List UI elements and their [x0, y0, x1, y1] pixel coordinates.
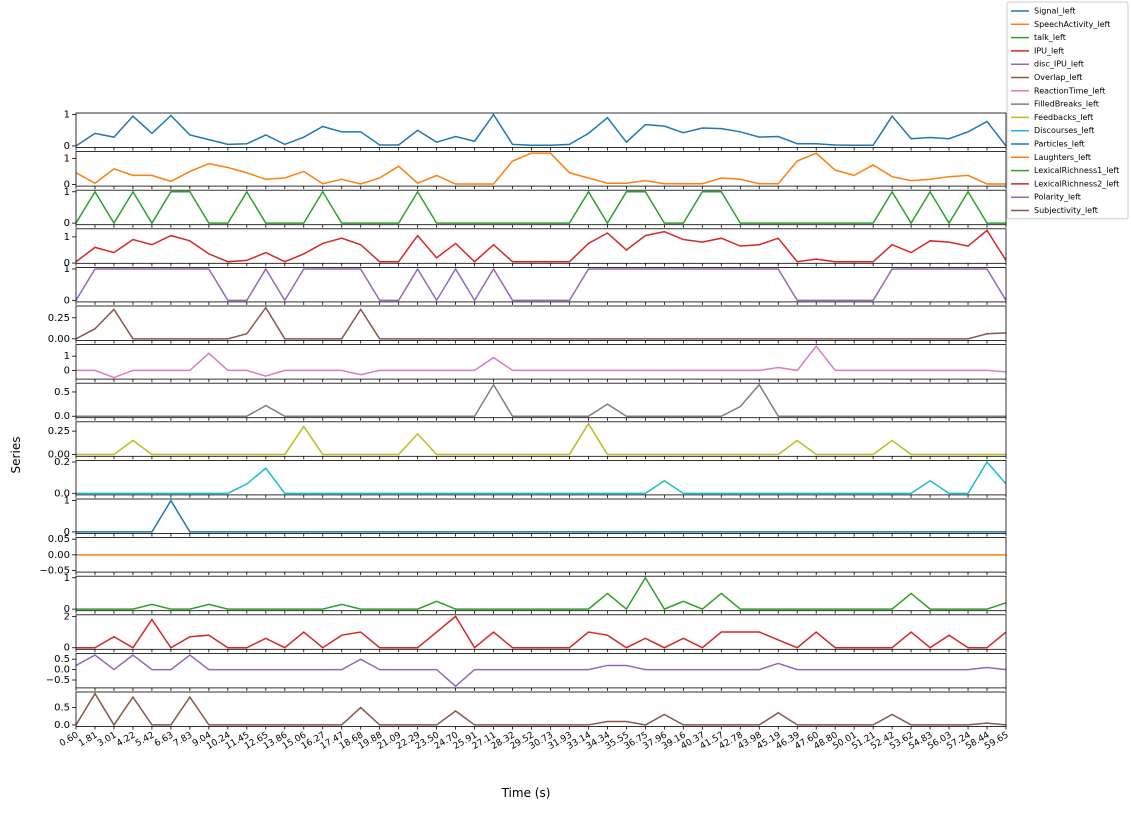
series-line	[76, 383, 1006, 417]
y-tick-label: 0	[64, 604, 70, 615]
panel-frame	[75, 691, 1007, 727]
legend-label: ReactionTime_left	[1034, 86, 1105, 95]
y-tick-label: 0.0	[54, 720, 70, 731]
y-tick-label: 0.25	[48, 426, 70, 437]
y-tick-label: 1	[64, 232, 70, 243]
y-tick-label: 1	[64, 187, 70, 198]
legend-label: Signal_left	[1034, 7, 1076, 16]
legend-label: LexicalRichness2_left	[1034, 179, 1119, 188]
y-tick-label: 0	[64, 218, 70, 229]
panel-frame	[75, 421, 1007, 457]
y-tick-label: 0.05	[48, 534, 70, 545]
y-tick-label: 2	[64, 611, 70, 622]
panel-frame	[75, 614, 1007, 650]
series-line	[76, 306, 1006, 340]
series-line	[76, 499, 1006, 533]
y-tick-label: 0	[64, 527, 70, 538]
y-tick-label: 1	[64, 153, 70, 164]
legend-label: Laughters_left	[1034, 153, 1091, 162]
y-tick-label: 0	[64, 141, 70, 152]
legend-label: IPU_left	[1034, 46, 1064, 55]
legend-label: Polarity_left	[1034, 193, 1081, 202]
y-tick-label: 0.5	[54, 387, 70, 398]
y-tick-label: 0	[64, 365, 70, 376]
series-line	[76, 615, 1006, 649]
y-tick-label: 0	[64, 643, 70, 654]
series-line	[76, 113, 1006, 147]
legend-label: Particles_left	[1034, 140, 1085, 149]
series-line	[76, 692, 1006, 727]
legend-label: Discourses_left	[1034, 126, 1094, 135]
panel-frame	[75, 653, 1007, 689]
y-tick-label: 0.2	[54, 457, 70, 468]
panel-frame	[75, 382, 1007, 419]
y-tick-label: 0.0	[54, 488, 70, 499]
y-tick-label: 0.0	[54, 665, 70, 676]
series-line	[76, 152, 1006, 185]
x-axis-label: Time (s)	[501, 786, 551, 800]
legend-label: disc_IPU_left	[1034, 60, 1084, 69]
series-line	[76, 422, 1006, 456]
y-tick-label: 0.5	[54, 703, 70, 714]
panel-frame	[75, 344, 1007, 380]
y-axis-label: Series	[9, 437, 23, 474]
panel-frame	[75, 575, 1007, 612]
y-tick-label: 0	[64, 295, 70, 306]
series-line	[76, 190, 1006, 225]
y-tick-label: −0.05	[39, 566, 70, 577]
series-line	[76, 229, 1006, 263]
y-tick-label: 0	[64, 180, 70, 191]
panel-frame	[75, 537, 1007, 573]
y-tick-label: 0.00	[48, 449, 70, 460]
legend-label: Subjectivity_left	[1034, 206, 1098, 215]
y-tick-label: −0.5	[46, 675, 70, 686]
y-tick-label: 1	[64, 573, 70, 584]
series-line	[76, 654, 1006, 688]
panel-frame	[75, 498, 1007, 534]
y-tick-label: 1	[64, 351, 70, 362]
legend-label: SpeechActivity_left	[1034, 20, 1110, 29]
panel-frame	[75, 459, 1007, 496]
legend-label: Feedbacks_left	[1034, 113, 1093, 122]
y-tick-label: 0.00	[48, 550, 70, 561]
y-tick-label: 1	[64, 264, 70, 275]
series-line	[76, 267, 1006, 302]
y-tick-label: 0.0	[54, 411, 70, 422]
series-line	[76, 460, 1006, 495]
y-tick-label: 1	[64, 496, 70, 507]
y-tick-label: 0.5	[54, 654, 70, 665]
legend-label: LexicalRichness1_left	[1034, 166, 1119, 175]
panel-frame	[75, 228, 1007, 264]
panel-frame	[75, 305, 1007, 341]
y-tick-label: 0.25	[48, 313, 70, 324]
legend-label: talk_left	[1034, 33, 1066, 42]
legend-label: Overlap_left	[1034, 73, 1082, 82]
y-tick-label: 0	[64, 258, 70, 269]
legend-frame	[1006, 1, 1129, 220]
series-line	[76, 576, 1006, 611]
y-tick-label: 1	[64, 110, 70, 121]
panel-frame	[75, 112, 1007, 148]
panel-frame	[75, 189, 1007, 226]
panel-frame	[75, 151, 1007, 187]
legend-label: FilledBreaks_left	[1034, 100, 1099, 109]
series-line	[76, 344, 1006, 379]
y-tick-label: 0.00	[48, 334, 70, 345]
panel-frame	[75, 266, 1007, 303]
